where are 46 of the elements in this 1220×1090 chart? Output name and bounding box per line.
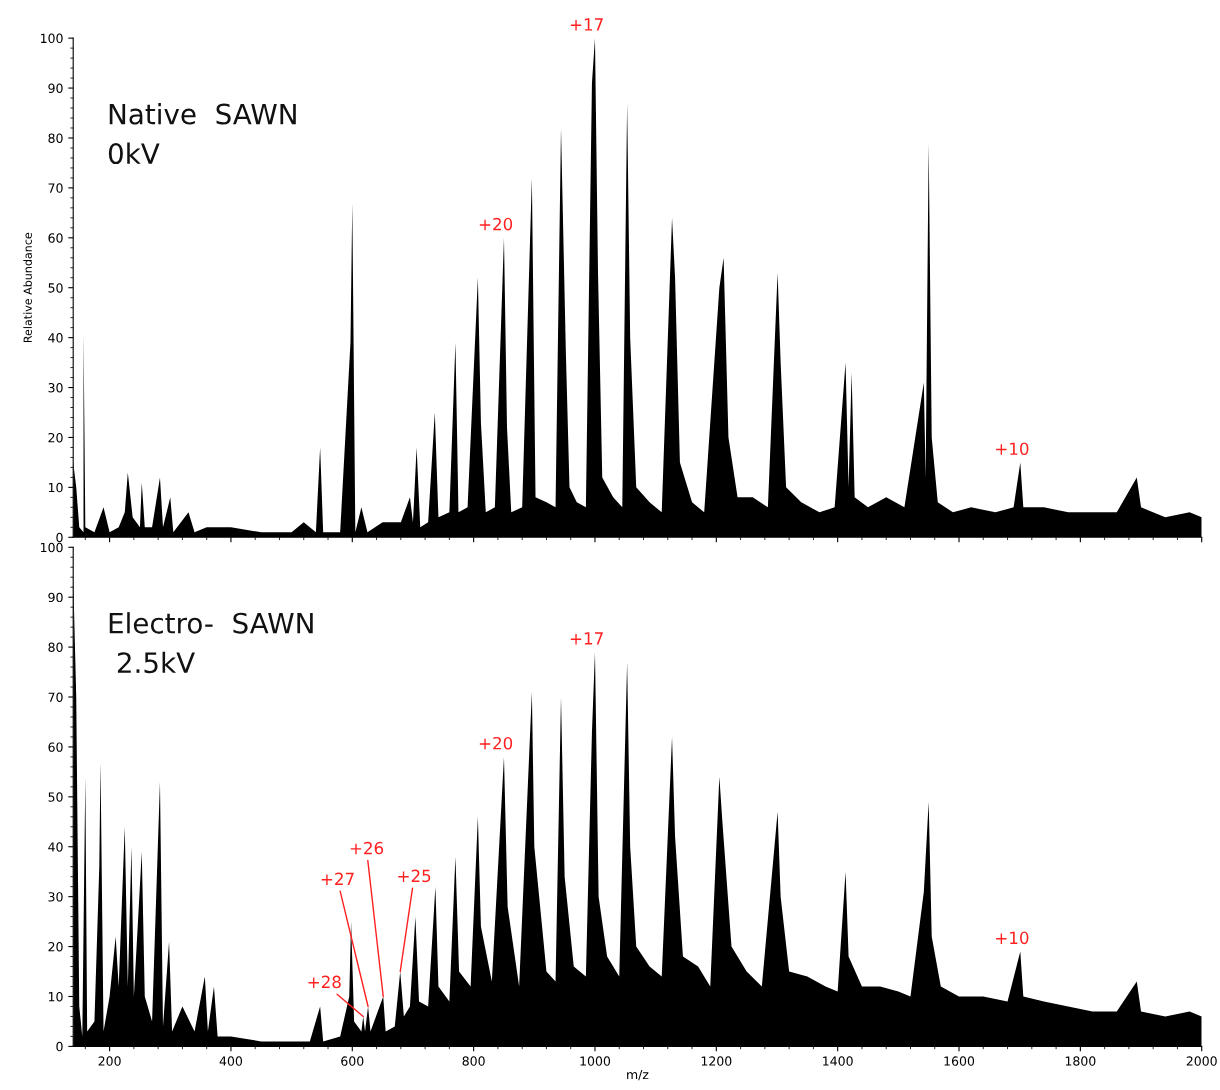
y-tick-label: 40 [48, 842, 63, 852]
annotation: +27 [321, 872, 354, 885]
x-tick-label: 1400 [823, 1056, 853, 1066]
y-tick-label: 70 [48, 183, 63, 193]
annotation: +28 [308, 975, 341, 989]
annotation: +10 [996, 442, 1029, 456]
y-tick-label: 30 [48, 892, 63, 902]
annotation: +17 [570, 18, 603, 31]
x-tick-label: 1200 [701, 1056, 732, 1066]
y-tick-label: 80 [48, 133, 63, 143]
y-tick-label: 10 [48, 991, 63, 1002]
y-tick-label: 0 [56, 532, 63, 543]
y-tick-label: 50 [48, 792, 63, 802]
annotation: +17 [570, 632, 603, 645]
y-tick-label: 60 [48, 233, 63, 243]
annotation: +10 [996, 931, 1029, 945]
annotation: +20 [479, 217, 513, 231]
y-tick-label: 100 [40, 33, 63, 44]
y-tick-label: 20 [48, 432, 63, 443]
x-tick-label: 1000 [580, 1056, 611, 1066]
x-tick-label: 800 [462, 1056, 485, 1066]
y-tick-label: 0 [56, 1041, 63, 1052]
y-tick-label: 90 [48, 592, 63, 603]
y-tick-label: 40 [48, 333, 63, 343]
annotation: Electro- SAWN 2.5kV [109, 612, 313, 674]
y-tick-label: 90 [48, 83, 63, 93]
y-tick-label: 60 [48, 742, 63, 752]
annotation: +25 [398, 869, 431, 883]
x-tick-label: 200 [98, 1056, 121, 1066]
annotation: +26 [350, 841, 384, 855]
y-tick-label: 20 [48, 942, 63, 952]
y-tick-label: 80 [48, 642, 63, 653]
x-tick-label: 400 [219, 1056, 243, 1066]
x-tick-label: 1800 [1065, 1056, 1096, 1066]
annotation: +20 [479, 736, 513, 750]
y-tick-label: 70 [48, 692, 63, 702]
x-tick-label: 2000 [1186, 1056, 1217, 1066]
x-tick-label: 1600 [944, 1056, 975, 1066]
x-axis-title: m/z [627, 1069, 649, 1081]
annotation: Native SAWN 0kV [108, 103, 296, 165]
y-tick-label: 10 [48, 482, 63, 493]
y-tick-label: 30 [48, 383, 63, 393]
x-tick-label: 600 [341, 1056, 364, 1066]
y-tick-label: 100 [40, 542, 63, 553]
y-axis-title: Relative Abundance [23, 232, 32, 343]
y-tick-label: 50 [48, 283, 63, 293]
